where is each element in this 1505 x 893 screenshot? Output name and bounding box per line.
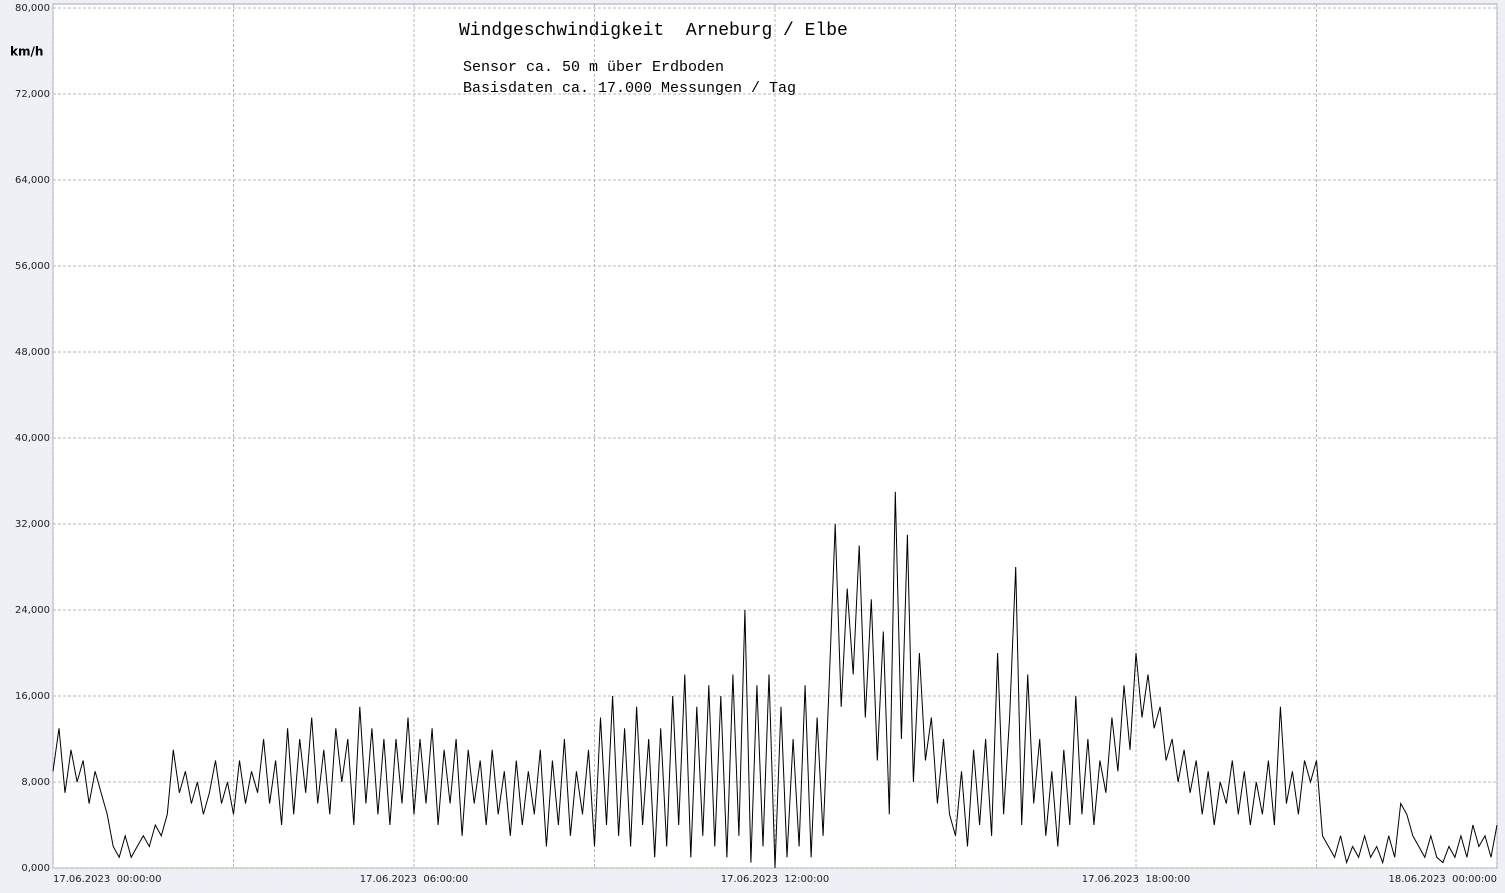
y-tick-label: 72,000 [15, 89, 50, 100]
data-line [52, 491, 1498, 869]
chart-title: Windgeschwindigkeit Arneburg / Elbe [459, 21, 848, 41]
y-tick-label: 64,000 [15, 175, 50, 186]
y-tick-label: 32,000 [15, 519, 50, 530]
x-tick-label: 18.06.2023 00:00:00 [1388, 874, 1497, 885]
x-tick-label: 17.06.2023 12:00:00 [721, 874, 830, 885]
y-tick-label: 48,000 [15, 347, 50, 358]
x-tick-label: 17.06.2023 00:00:00 [53, 874, 162, 885]
chart-subtitle: Sensor ca. 50 m über Erdboden [463, 59, 724, 76]
y-axis-label: km/h [10, 45, 43, 59]
y-tick-label: 24,000 [15, 605, 50, 616]
y-tick-label: 40,000 [15, 433, 50, 444]
y-tick-label: 56,000 [15, 261, 50, 272]
x-tick-label: 17.06.2023 06:00:00 [360, 874, 469, 885]
y-tick-label: 16,000 [15, 691, 50, 702]
y-tick-label: 80,000 [15, 3, 50, 14]
annotation: Basisdaten ca. 17.000 Messungen / Tag [463, 80, 796, 97]
x-tick-label: 17.06.2023 18:00:00 [1082, 874, 1191, 885]
y-tick-label: 8,000 [21, 777, 50, 788]
y-tick-label: 0,000 [21, 863, 50, 874]
